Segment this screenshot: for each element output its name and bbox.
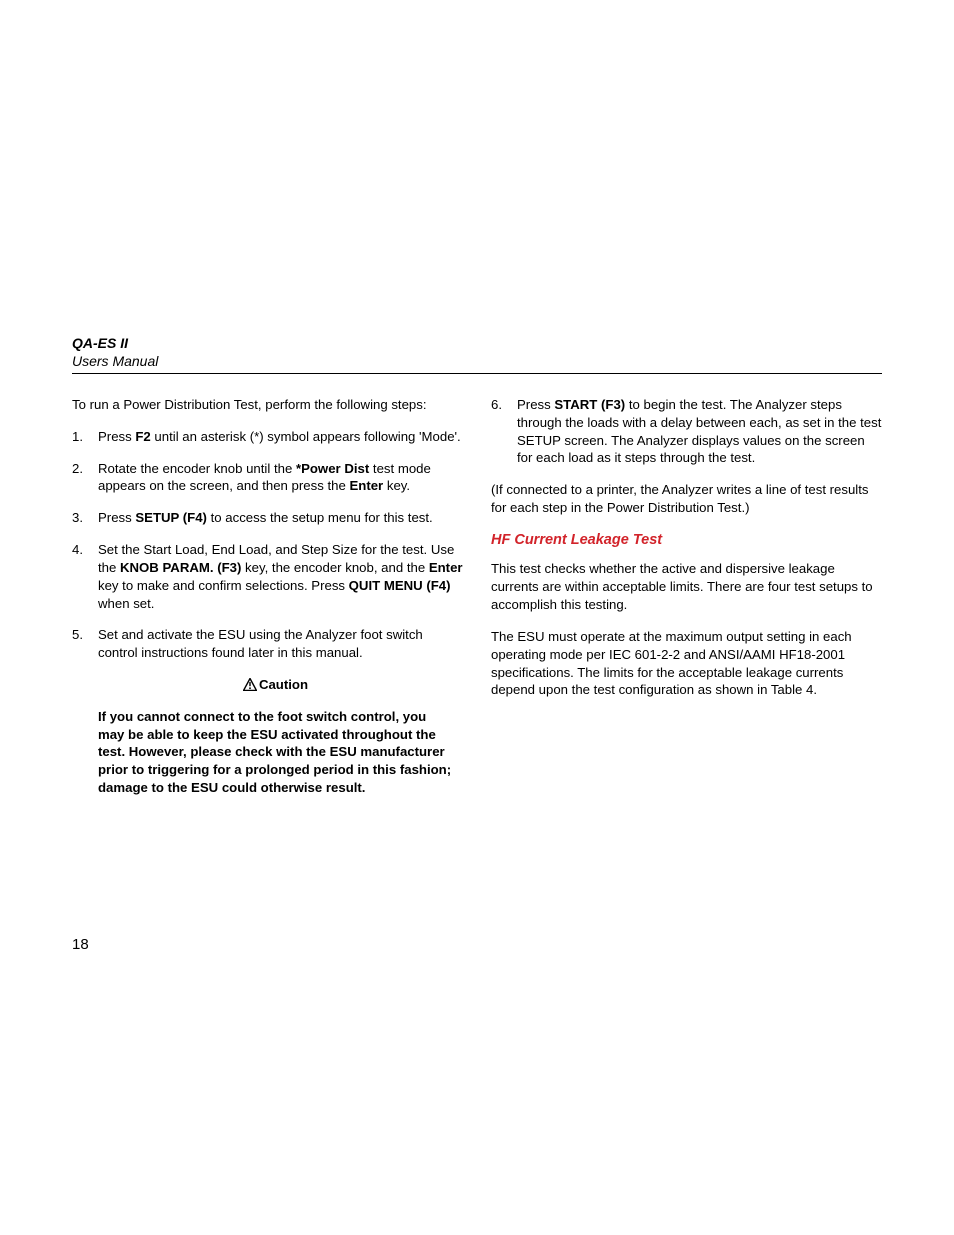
doc-subtitle: Users Manual xyxy=(72,353,882,371)
step-4-mid2: key to make and confirm selections. Pres… xyxy=(98,578,349,593)
step-4-b3: QUIT MENU (F4) xyxy=(349,578,451,593)
step-2: 2. Rotate the encoder knob until the *Po… xyxy=(72,460,463,496)
step-4-body: Set the Start Load, End Load, and Step S… xyxy=(98,541,463,612)
step-6-body: Press START (F3) to begin the test. The … xyxy=(517,396,882,467)
step-3: 3. Press SETUP (F4) to access the setup … xyxy=(72,509,463,527)
caution-heading: Caution xyxy=(98,676,453,696)
printer-note: (If connected to a printer, the Analyzer… xyxy=(491,481,882,517)
content-columns: To run a Power Distribution Test, perfor… xyxy=(72,396,882,797)
page-number: 18 xyxy=(72,936,89,953)
caution-body: If you cannot connect to the foot switch… xyxy=(98,708,453,797)
step-2-post: key. xyxy=(383,478,410,493)
step-1-num: 1. xyxy=(72,428,98,446)
step-5-body: Set and activate the ESU using the Analy… xyxy=(98,626,463,662)
right-column: 6. Press START (F3) to begin the test. T… xyxy=(491,396,882,797)
caution-block: Caution If you cannot connect to the foo… xyxy=(98,676,453,797)
step-4-b2: Enter xyxy=(429,560,463,575)
step-3-num: 3. xyxy=(72,509,98,527)
step-5: 5. Set and activate the ESU using the An… xyxy=(72,626,463,662)
left-column: To run a Power Distribution Test, perfor… xyxy=(72,396,463,797)
warning-icon xyxy=(243,678,257,696)
step-3-b1: SETUP (F4) xyxy=(135,510,207,525)
step-1-pre: Press xyxy=(98,429,135,444)
step-1-b1: F2 xyxy=(135,429,150,444)
step-4-mid1: key, the encoder knob, and the xyxy=(241,560,428,575)
step-3-body: Press SETUP (F4) to access the setup men… xyxy=(98,509,463,527)
doc-title: QA-ES II xyxy=(72,335,882,353)
caution-label: Caution xyxy=(259,677,308,692)
intro-para: To run a Power Distribution Test, perfor… xyxy=(72,396,463,414)
step-4-post: when set. xyxy=(98,596,154,611)
step-1-body: Press F2 until an asterisk (*) symbol ap… xyxy=(98,428,463,446)
hf-para-2: The ESU must operate at the maximum outp… xyxy=(491,628,882,699)
step-4: 4. Set the Start Load, End Load, and Ste… xyxy=(72,541,463,612)
hf-para-1: This test checks whether the active and … xyxy=(491,560,882,613)
step-2-pre: Rotate the encoder knob until the xyxy=(98,461,296,476)
step-6-pre: Press xyxy=(517,397,554,412)
step-2-b2: Enter xyxy=(349,478,383,493)
step-5-num: 5. xyxy=(72,626,98,662)
step-1: 1. Press F2 until an asterisk (*) symbol… xyxy=(72,428,463,446)
step-6-b1: START (F3) xyxy=(554,397,625,412)
section-heading-hf-leakage: HF Current Leakage Test xyxy=(491,531,882,551)
step-3-post: to access the setup menu for this test. xyxy=(207,510,433,525)
step-4-b1: KNOB PARAM. (F3) xyxy=(120,560,241,575)
step-2-num: 2. xyxy=(72,460,98,496)
step-4-num: 4. xyxy=(72,541,98,612)
step-3-pre: Press xyxy=(98,510,135,525)
step-1-post: until an asterisk (*) symbol appears fol… xyxy=(151,429,461,444)
page-header: QA-ES II Users Manual xyxy=(72,335,882,374)
step-2-body: Rotate the encoder knob until the *Power… xyxy=(98,460,463,496)
step-6-num: 6. xyxy=(491,396,517,467)
step-6: 6. Press START (F3) to begin the test. T… xyxy=(491,396,882,467)
step-2-b1: *Power Dist xyxy=(296,461,369,476)
